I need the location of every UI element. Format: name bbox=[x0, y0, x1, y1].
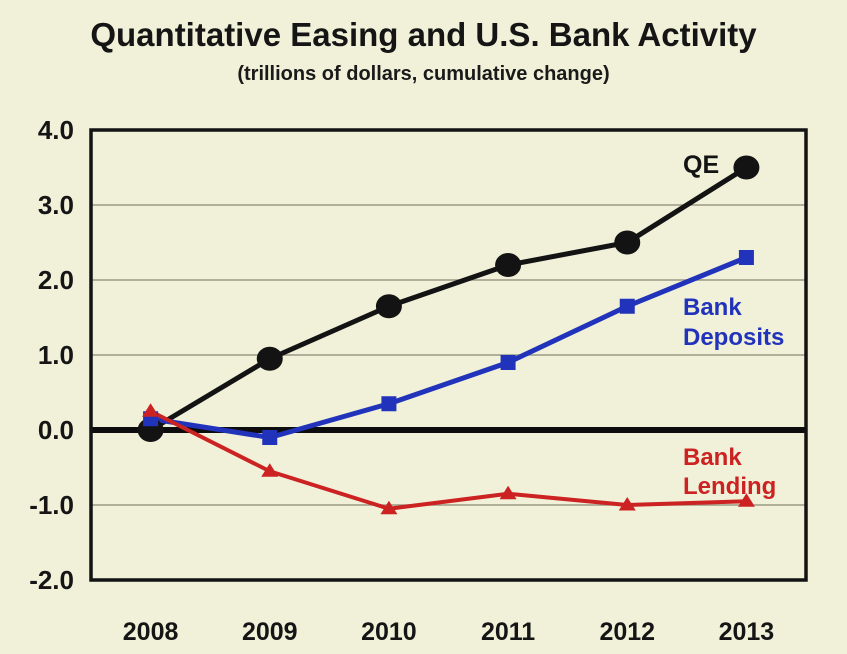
marker-bank-deposits bbox=[262, 430, 278, 445]
marker-bank-lending bbox=[261, 463, 279, 477]
series-label: QE bbox=[683, 151, 719, 179]
y-tick-label: -2.0 bbox=[29, 565, 74, 595]
marker-bank-deposits bbox=[500, 355, 516, 370]
marker-bank-lending bbox=[618, 497, 636, 511]
x-tick-label: 2013 bbox=[719, 618, 775, 646]
x-tick-label: 2009 bbox=[242, 618, 298, 646]
x-tick-label: 2010 bbox=[361, 618, 417, 646]
y-tick-label: 2.0 bbox=[38, 265, 74, 295]
marker-bank-deposits bbox=[381, 396, 397, 412]
y-tick-label: 1.0 bbox=[38, 340, 74, 370]
y-tick-label: 4.0 bbox=[38, 115, 74, 145]
x-tick-label: 2012 bbox=[599, 618, 655, 646]
marker-bank-lending bbox=[737, 493, 755, 507]
plot-border bbox=[89, 128, 808, 582]
series-line-qe bbox=[148, 165, 749, 433]
series-label: Lending bbox=[683, 473, 776, 500]
marker-bank-deposits bbox=[738, 250, 754, 265]
chart-subtitle: (trillions of dollars, cumulative change… bbox=[237, 63, 610, 85]
x-tick-label: 2011 bbox=[481, 618, 535, 646]
marker-qe bbox=[375, 294, 402, 319]
marker-bank-deposits bbox=[619, 298, 635, 314]
series-line-bank-lending bbox=[148, 409, 749, 511]
marker-qe bbox=[733, 155, 760, 180]
marker-bank-lending bbox=[380, 500, 398, 515]
marker-qe bbox=[256, 346, 283, 371]
x-tick-label: 2008 bbox=[123, 618, 179, 646]
y-tick-label: -1.0 bbox=[29, 490, 74, 520]
series-line-bank-deposits bbox=[148, 255, 749, 440]
marker-bank-lending bbox=[142, 403, 160, 417]
series-label: Deposits bbox=[683, 324, 784, 351]
y-tick-label: 0.0 bbox=[38, 415, 74, 445]
chart-title: Quantitative Easing and U.S. Bank Activi… bbox=[90, 16, 757, 53]
marker-bank-lending bbox=[499, 485, 517, 500]
marker-qe bbox=[614, 230, 641, 255]
y-tick-label: 3.0 bbox=[38, 190, 74, 220]
series-label: Bank bbox=[683, 444, 742, 471]
series-label: Bank bbox=[683, 294, 742, 321]
marker-qe bbox=[495, 253, 522, 277]
